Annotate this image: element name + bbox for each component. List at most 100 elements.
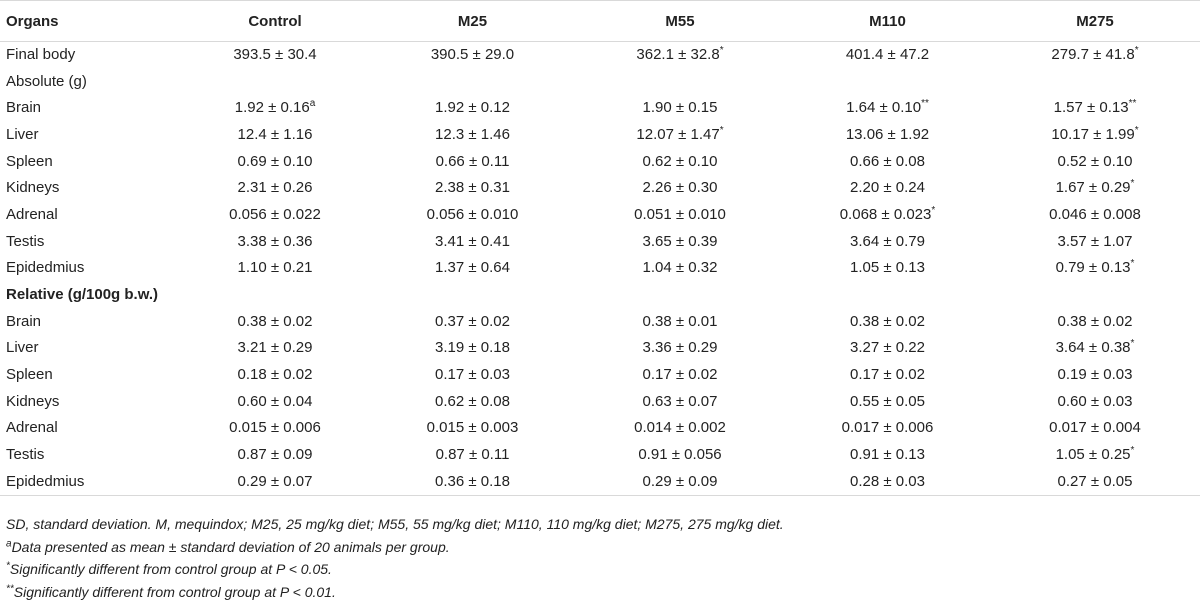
cell-value: 0.056 ± 0.010 bbox=[426, 205, 519, 223]
table-cell: 0.38 ± 0.02 bbox=[180, 308, 370, 335]
table-cell: 0.52 ± 0.10 bbox=[990, 148, 1200, 175]
cell-value-wrap: 0.051 ± 0.010 bbox=[634, 206, 726, 223]
table-row: Testis 0.87 ± 0.09 0.87 ± 0.11 0.91 ± 0.056… bbox=[0, 442, 1200, 469]
cell-value-wrap: 0.18 ± 0.02 bbox=[238, 366, 313, 383]
cell-value-wrap: 0.015 ± 0.003 bbox=[427, 419, 519, 436]
cell-value-wrap: 0.28 ± 0.03 bbox=[850, 473, 925, 490]
table-cell bbox=[370, 282, 575, 309]
table-cell: 0.015 ± 0.003 bbox=[370, 415, 575, 442]
table-cell: 3.21 ± 0.29 bbox=[180, 335, 370, 362]
cell-value: 3.27 ± 0.22 bbox=[850, 339, 925, 357]
table-cell: 390.5 ± 29.0 bbox=[370, 42, 575, 69]
cell-value: 1.64 ± 0.10 bbox=[846, 99, 922, 117]
significance-marker: * bbox=[1130, 258, 1135, 270]
cell-value: 3.38 ± 0.36 bbox=[237, 232, 313, 250]
footnote-abbreviations: SD, standard deviation. M, mequindox; M2… bbox=[6, 516, 784, 532]
cell-value-wrap: 0.87 ± 0.09 bbox=[238, 446, 313, 463]
cell-value-wrap: 1.90 ± 0.15 bbox=[643, 99, 718, 116]
table-row: Epidedmius 1.10 ± 0.21 1.37 ± 0.64 1.04 ± 0… bbox=[0, 255, 1200, 282]
table-row: Liver 3.21 ± 0.29 3.19 ± 0.18 3.36 ± 0.29 3.… bbox=[0, 335, 1200, 362]
cell-value: 1.92 ± 0.12 bbox=[435, 99, 510, 117]
cell-value-wrap: 3.65 ± 0.39 bbox=[643, 233, 718, 250]
cell-value-wrap: 12.07 ± 1.47* bbox=[636, 125, 723, 143]
table-cell: 0.38 ± 0.02 bbox=[990, 308, 1200, 335]
table-cell: 2.38 ± 0.31 bbox=[370, 175, 575, 202]
cell-value-wrap: 3.57 ± 1.07 bbox=[1058, 233, 1133, 250]
cell-value: 3.21 ± 0.29 bbox=[237, 339, 313, 357]
table-cell bbox=[575, 68, 785, 95]
table-cell: 0.66 ± 0.11 bbox=[370, 148, 575, 175]
cell-value-wrap: 1.05 ± 0.13 bbox=[850, 259, 925, 276]
cell-value: 0.056 ± 0.022 bbox=[229, 205, 321, 223]
cell-value: 12.07 ± 1.47 bbox=[636, 125, 720, 143]
cell-value-wrap: 0.29 ± 0.09 bbox=[643, 473, 718, 490]
cell-value-wrap: 12.4 ± 1.16 bbox=[238, 126, 313, 143]
table-row: Liver 12.4 ± 1.16 12.3 ± 1.46 12.07 ± 1.47*… bbox=[0, 122, 1200, 149]
cell-value: 1.67 ± 0.29 bbox=[1055, 179, 1131, 197]
cell-value-wrap: 0.66 ± 0.08 bbox=[850, 153, 925, 170]
table-cell: 0.17 ± 0.02 bbox=[785, 362, 990, 389]
table-cell bbox=[785, 68, 990, 95]
cell-value: 3.36 ± 0.29 bbox=[642, 339, 718, 357]
table-footnotes: SD, standard deviation. M, mequindox; M2… bbox=[6, 513, 784, 603]
cell-value: 0.046 ± 0.008 bbox=[1049, 205, 1141, 223]
table-row: Absolute (g) bbox=[0, 68, 1200, 95]
table-cell: 1.92 ± 0.16a bbox=[180, 95, 370, 122]
table-row: Kidneys 2.31 ± 0.26 2.38 ± 0.31 2.26 ± 0.30… bbox=[0, 175, 1200, 202]
cell-value: 0.87 ± 0.11 bbox=[435, 446, 510, 464]
cell-value-wrap: 0.046 ± 0.008 bbox=[1049, 206, 1141, 223]
cell-value: 0.91 ± 0.13 bbox=[850, 446, 925, 464]
cell-value: 0.38 ± 0.02 bbox=[850, 312, 925, 330]
cell-value-wrap: 0.79 ± 0.13* bbox=[1055, 258, 1135, 277]
row-label: Adrenal bbox=[6, 205, 58, 223]
table-cell: 0.17 ± 0.03 bbox=[370, 362, 575, 389]
significance-marker: * bbox=[1130, 338, 1135, 350]
table-row: Kidneys 0.60 ± 0.04 0.62 ± 0.08 0.63 ± 0.07… bbox=[0, 388, 1200, 415]
cell-value: 0.015 ± 0.003 bbox=[426, 419, 519, 437]
table-cell: 0.62 ± 0.10 bbox=[575, 148, 785, 175]
cell-value: 0.29 ± 0.09 bbox=[642, 472, 718, 490]
cell-value-wrap: 1.04 ± 0.32 bbox=[643, 259, 718, 276]
cell-value-wrap: 0.38 ± 0.02 bbox=[1058, 313, 1133, 330]
cell-value: 0.38 ± 0.02 bbox=[1057, 312, 1133, 330]
table-cell: 0.79 ± 0.13* bbox=[990, 255, 1200, 282]
cell-value-wrap: 0.017 ± 0.006 bbox=[842, 419, 934, 436]
cell-value: 3.19 ± 0.18 bbox=[435, 339, 510, 357]
cell-value-wrap: 3.38 ± 0.36 bbox=[238, 233, 313, 250]
footnote-star-mark: * bbox=[6, 560, 10, 572]
cell-value-wrap: 2.26 ± 0.30 bbox=[643, 179, 718, 196]
cell-value: 0.017 ± 0.004 bbox=[1049, 419, 1141, 437]
cell-value: 0.91 ± 0.056 bbox=[638, 446, 722, 464]
table-row: Brain 1.92 ± 0.16a 1.92 ± 0.12 1.90 ± 0.15 1… bbox=[0, 95, 1200, 122]
table-cell: 0.27 ± 0.05 bbox=[990, 468, 1200, 496]
table-cell: 401.4 ± 47.2 bbox=[785, 42, 990, 69]
table-cell bbox=[370, 68, 575, 95]
cell-value-wrap: 0.62 ± 0.08 bbox=[435, 393, 510, 410]
table-cell: 0.55 ± 0.05 bbox=[785, 388, 990, 415]
cell-value-wrap: 0.056 ± 0.022 bbox=[229, 206, 321, 223]
footnote-double-star-mark: ** bbox=[6, 582, 14, 594]
cell-value-wrap: 0.91 ± 0.13 bbox=[850, 446, 925, 463]
cell-value: 0.79 ± 0.13 bbox=[1055, 259, 1131, 277]
cell-value: 0.17 ± 0.02 bbox=[850, 366, 925, 384]
cell-value: 1.04 ± 0.32 bbox=[642, 259, 718, 277]
table-cell: 0.91 ± 0.056 bbox=[575, 442, 785, 469]
table-cell: 3.64 ± 0.38* bbox=[990, 335, 1200, 362]
table-cell: 3.27 ± 0.22 bbox=[785, 335, 990, 362]
cell-value: 2.20 ± 0.24 bbox=[850, 179, 925, 197]
row-label: Spleen bbox=[6, 152, 53, 170]
cell-value: 3.64 ± 0.79 bbox=[850, 232, 925, 250]
cell-value-wrap: 401.4 ± 47.2 bbox=[846, 46, 929, 63]
cell-value: 3.57 ± 1.07 bbox=[1057, 232, 1133, 250]
cell-value: 0.66 ± 0.11 bbox=[435, 152, 510, 170]
significance-marker: * bbox=[1130, 178, 1135, 190]
table-row: Testis 3.38 ± 0.36 3.41 ± 0.41 3.65 ± 0.39 3… bbox=[0, 228, 1200, 255]
table-cell bbox=[785, 282, 990, 309]
cell-value: 0.015 ± 0.006 bbox=[229, 419, 321, 437]
cell-value: 1.05 ± 0.13 bbox=[850, 259, 925, 277]
table-cell: 0.38 ± 0.01 bbox=[575, 308, 785, 335]
cell-value-wrap: 1.92 ± 0.12 bbox=[435, 99, 510, 116]
cell-value: 0.36 ± 0.18 bbox=[435, 472, 510, 490]
table-cell: 0.38 ± 0.02 bbox=[785, 308, 990, 335]
table-cell: 0.29 ± 0.07 bbox=[180, 468, 370, 496]
